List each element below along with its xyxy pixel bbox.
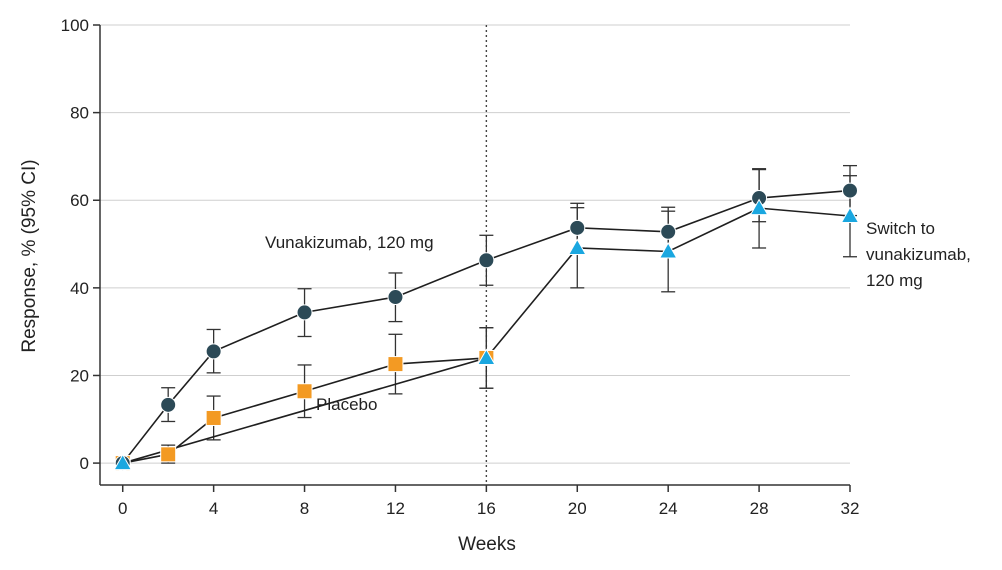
x-tick-label-0: 0: [118, 499, 127, 518]
gridlines: [100, 24, 850, 464]
vunakizumab-label: Vunakizumab, 120 mg: [265, 233, 434, 252]
x-tick-label-8: 8: [300, 499, 309, 518]
marker-triangle-0: [113, 453, 133, 471]
marker-triangle-32: [840, 206, 860, 224]
marker-circle-4: [205, 343, 222, 360]
y-tick-label-20: 20: [70, 366, 89, 385]
switch-label-line-1: Switch to: [866, 219, 935, 238]
x-tick-label-24: 24: [659, 499, 678, 518]
marker-triangle-20: [567, 238, 587, 255]
marker-triangle-28: [749, 198, 769, 216]
marker-triangle-24: [658, 241, 678, 259]
marker-square-12: [387, 356, 404, 373]
switch-label-line-2: vunakizumab,: [866, 245, 971, 264]
marker-square-4: [205, 409, 222, 426]
x-tick-label-20: 20: [568, 499, 587, 518]
axes: 0 20 40 60 80 100 0 4 8 12 16 20 24 28 32: [61, 16, 860, 518]
y-tick-label-80: 80: [70, 104, 89, 123]
y-tick-label-40: 40: [70, 279, 89, 298]
switch-label-line-3: 120 mg: [866, 271, 923, 290]
marker-circle-2: [160, 396, 177, 413]
y-axis-title: Response, % (95% CI): [19, 159, 40, 352]
marker-circle-16: [478, 252, 495, 269]
x-tick-label-12: 12: [386, 499, 405, 518]
y-tick-label-100: 100: [61, 16, 89, 35]
x-tick-label-28: 28: [750, 499, 769, 518]
marker-circle-20: [569, 219, 586, 236]
x-tick-label-16: 16: [477, 499, 496, 518]
marker-circle-12: [387, 289, 404, 306]
x-axis-title: Weeks: [458, 534, 516, 555]
series-markers: [113, 182, 860, 472]
series-line-circle: [122, 189, 851, 464]
placebo-label: Placebo: [316, 395, 377, 414]
marker-square-8: [296, 383, 313, 400]
y-tick-label-60: 60: [70, 191, 89, 210]
marker-square-2: [160, 446, 177, 463]
marker-triangle-16: [477, 348, 496, 365]
marker-circle-32: [842, 182, 858, 199]
x-tick-label-4: 4: [209, 499, 218, 518]
x-tick-label-32: 32: [841, 499, 860, 518]
y-tick-label-0: 0: [80, 454, 89, 473]
marker-circle-8: [296, 304, 313, 321]
marker-circle-24: [660, 223, 677, 240]
series-line-triangle: [122, 207, 851, 464]
